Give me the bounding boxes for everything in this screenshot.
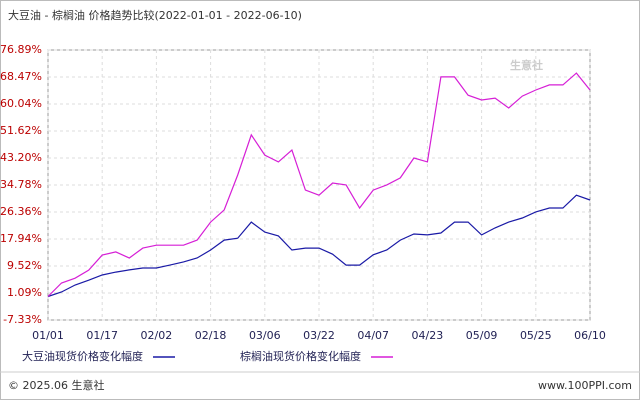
x-tick-label: 06/10 [574,329,606,342]
y-tick-label: 17.94% [0,232,42,245]
y-tick-label: 76.89% [0,43,42,56]
series-line [47,194,591,298]
x-tick-label: 03/22 [303,329,335,342]
x-tick-label: 04/23 [412,329,444,342]
y-tick-label: 34.78% [0,178,42,191]
y-tick-label: 68.47% [0,70,42,83]
y-tick-label: 60.04% [0,97,42,110]
y-tick-label: 43.20% [0,151,42,164]
y-tick-label: 51.62% [0,124,42,137]
footer-right: www.100PPI.com [538,379,632,392]
x-tick-label: 02/02 [141,329,173,342]
y-tick-label: -7.33% [3,313,42,326]
x-tick-label: 01/17 [86,329,118,342]
y-tick-label: 1.09% [7,286,42,299]
x-tick-label: 02/18 [195,329,227,342]
footer-left: © 2025.06 生意社 [8,378,104,392]
x-tick-label: 04/07 [357,329,389,342]
watermark: 生意社 [510,58,543,72]
legend-label: 棕榈油现货价格变化幅度 [240,349,361,363]
x-tick-label: 03/06 [249,329,281,342]
x-tick-label: 05/25 [520,329,552,342]
x-tick-label: 01/01 [32,329,64,342]
series-line [47,72,591,297]
y-tick-label: 9.52% [7,259,42,272]
chart-title: 大豆油 - 棕榈油 价格趋势比较(2022-01-01 - 2022-06-10… [8,8,302,22]
x-tick-label: 05/09 [466,329,498,342]
y-tick-label: 26.36% [0,205,42,218]
legend-label: 大豆油现货价格变化幅度 [22,349,143,363]
